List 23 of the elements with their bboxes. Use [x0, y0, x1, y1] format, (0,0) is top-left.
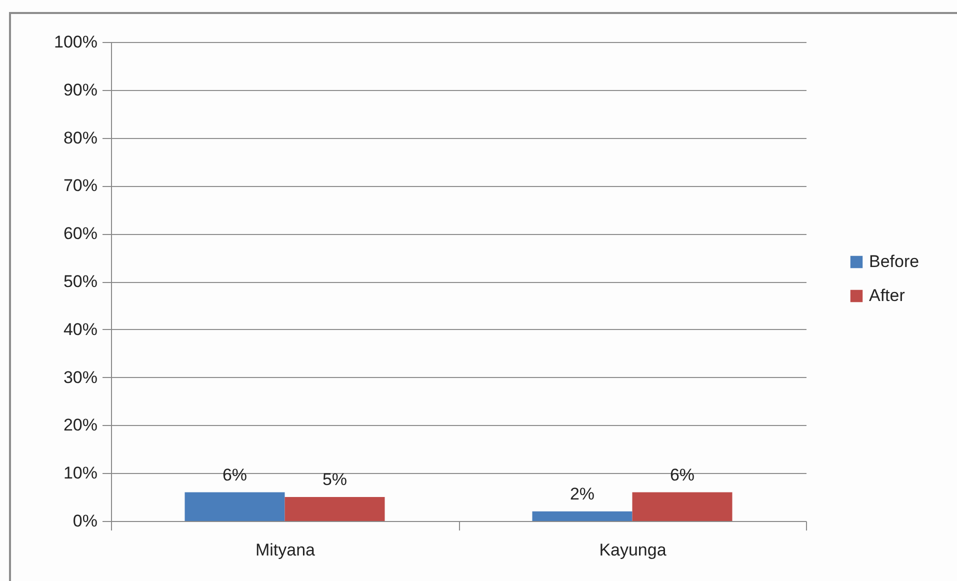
- bar: [632, 492, 732, 521]
- x-tick-label: Mityana: [255, 540, 316, 560]
- y-tick-label: 50%: [63, 272, 98, 291]
- legend-label: After: [869, 286, 906, 305]
- y-tick-label: 10%: [63, 464, 98, 483]
- y-tick-label: 30%: [63, 368, 98, 387]
- bar: [532, 511, 632, 521]
- y-tick-label: 0%: [72, 512, 98, 530]
- bar: [284, 497, 385, 521]
- data-label: 6%: [222, 465, 248, 484]
- data-label: 2%: [570, 484, 595, 504]
- y-tick-label: 90%: [63, 80, 98, 100]
- bar: [184, 492, 285, 521]
- y-tick-label: 60%: [63, 224, 98, 244]
- x-tick-label: Kayunga: [599, 540, 667, 560]
- y-tick-label: 20%: [63, 416, 98, 435]
- y-tick-label: 100%: [54, 32, 98, 52]
- legend-label: Before: [869, 252, 920, 271]
- data-label: 5%: [322, 470, 348, 490]
- y-tick-label: 40%: [63, 320, 98, 339]
- y-tick-label: 70%: [63, 176, 98, 196]
- data-label: 6%: [670, 465, 695, 484]
- y-tick-label: 80%: [63, 128, 98, 148]
